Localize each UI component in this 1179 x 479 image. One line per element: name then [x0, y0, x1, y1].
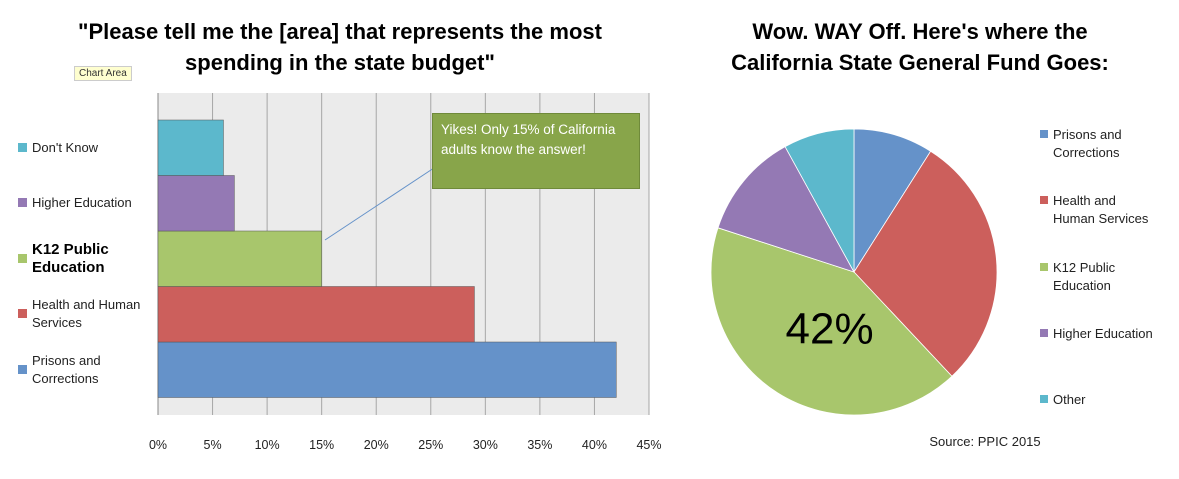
legend-label: Health and Human Services: [1053, 193, 1149, 227]
pie-slice: [853, 128, 932, 274]
x-tick-label: 40%: [582, 438, 607, 452]
x-tick-label: 0%: [149, 438, 167, 452]
x-tick-label: 45%: [636, 438, 661, 452]
category-label: Higher Education: [32, 195, 132, 211]
x-tick-label: 30%: [473, 438, 498, 452]
bar: [157, 119, 224, 176]
bar: [157, 230, 322, 287]
legend-label: K12 Public Education: [1053, 259, 1116, 293]
bar-title: "Please tell me the [area] that represen…: [78, 19, 602, 75]
legend-swatch: [18, 364, 27, 374]
pie-slice: [710, 227, 953, 416]
legend-swatch: [18, 142, 27, 152]
x-tick-label: 20%: [364, 438, 389, 452]
legend-swatch: [18, 253, 27, 263]
x-tick-label: 25%: [418, 438, 443, 452]
pie-title: Wow. WAY Off. Here's where the Californi…: [731, 19, 1109, 75]
x-tick-label: 15%: [309, 438, 334, 452]
legend-swatch: [1040, 328, 1048, 337]
legend-label: Prisons and Corrections: [1053, 127, 1122, 160]
annotation-leader: [324, 163, 441, 241]
category-label: K12 Public Education: [32, 240, 109, 276]
annotation: Yikes! Only 15% of California adults kno…: [432, 113, 640, 189]
legend-swatch: [1040, 130, 1048, 138]
x-tick-label: 5%: [204, 438, 222, 452]
legend-swatch: [18, 309, 27, 319]
legend-swatch: [1040, 196, 1048, 205]
legend-swatch: [1040, 262, 1048, 271]
legend-label: Higher Education: [1053, 325, 1153, 341]
x-tick-label: 35%: [527, 438, 552, 452]
pie-slice: [784, 128, 855, 273]
source: Source: PPIC 2015: [929, 434, 1040, 449]
bar: [157, 175, 235, 232]
legend-swatch: [1040, 395, 1048, 404]
value-label: 42%: [786, 305, 874, 354]
category-label: Health and Human Services: [32, 297, 141, 331]
x-tick-label: 10%: [255, 438, 280, 452]
bar: [157, 286, 475, 343]
category-label: Don't Know: [32, 139, 99, 155]
tooltip: Chart Area: [74, 66, 132, 81]
category-label: Prisons and Corrections: [32, 352, 101, 386]
bar: [157, 341, 617, 398]
pie-slice: [717, 146, 855, 273]
pie-slice: [853, 150, 998, 377]
legend-label: Other: [1053, 392, 1086, 408]
legend-swatch: [18, 198, 27, 208]
